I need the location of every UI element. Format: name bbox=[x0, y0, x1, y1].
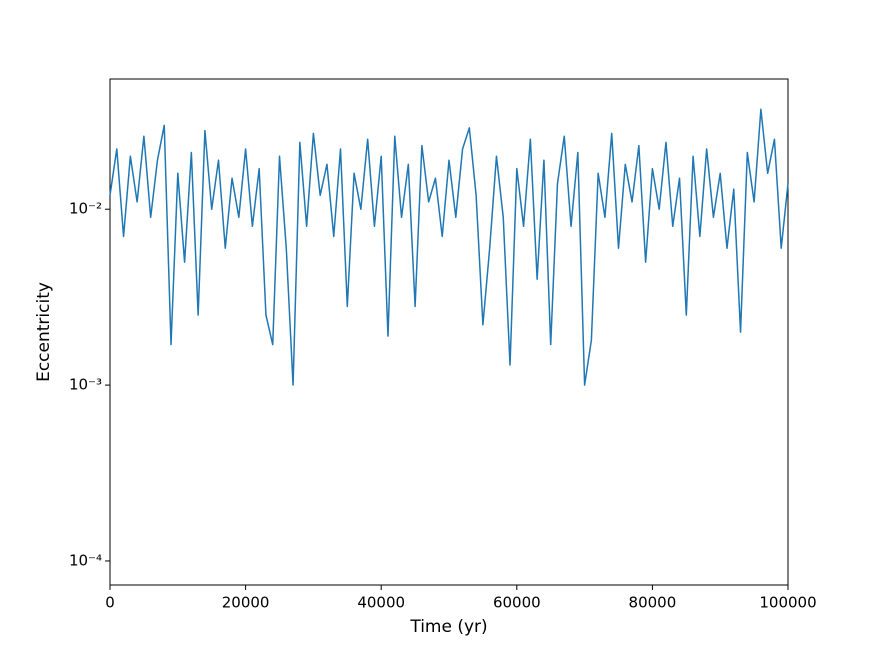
x-tick-label: 40000 bbox=[357, 594, 405, 612]
y-axis-label: Eccentricity bbox=[34, 282, 54, 382]
y-tick-label: 10⁻³ bbox=[69, 376, 102, 394]
x-tick-label: 100000 bbox=[759, 594, 816, 612]
x-axis-label: Time (yr) bbox=[409, 617, 487, 637]
x-tick-label: 20000 bbox=[222, 594, 270, 612]
data-line bbox=[109, 108, 789, 386]
plot-frame bbox=[109, 78, 789, 586]
y-tick-label: 10⁻² bbox=[69, 200, 102, 218]
x-tick-label: 60000 bbox=[493, 594, 541, 612]
x-tick-label: 80000 bbox=[629, 594, 677, 612]
y-tick-label: 10⁻⁴ bbox=[69, 551, 102, 569]
x-tick-label: 0 bbox=[105, 594, 115, 612]
